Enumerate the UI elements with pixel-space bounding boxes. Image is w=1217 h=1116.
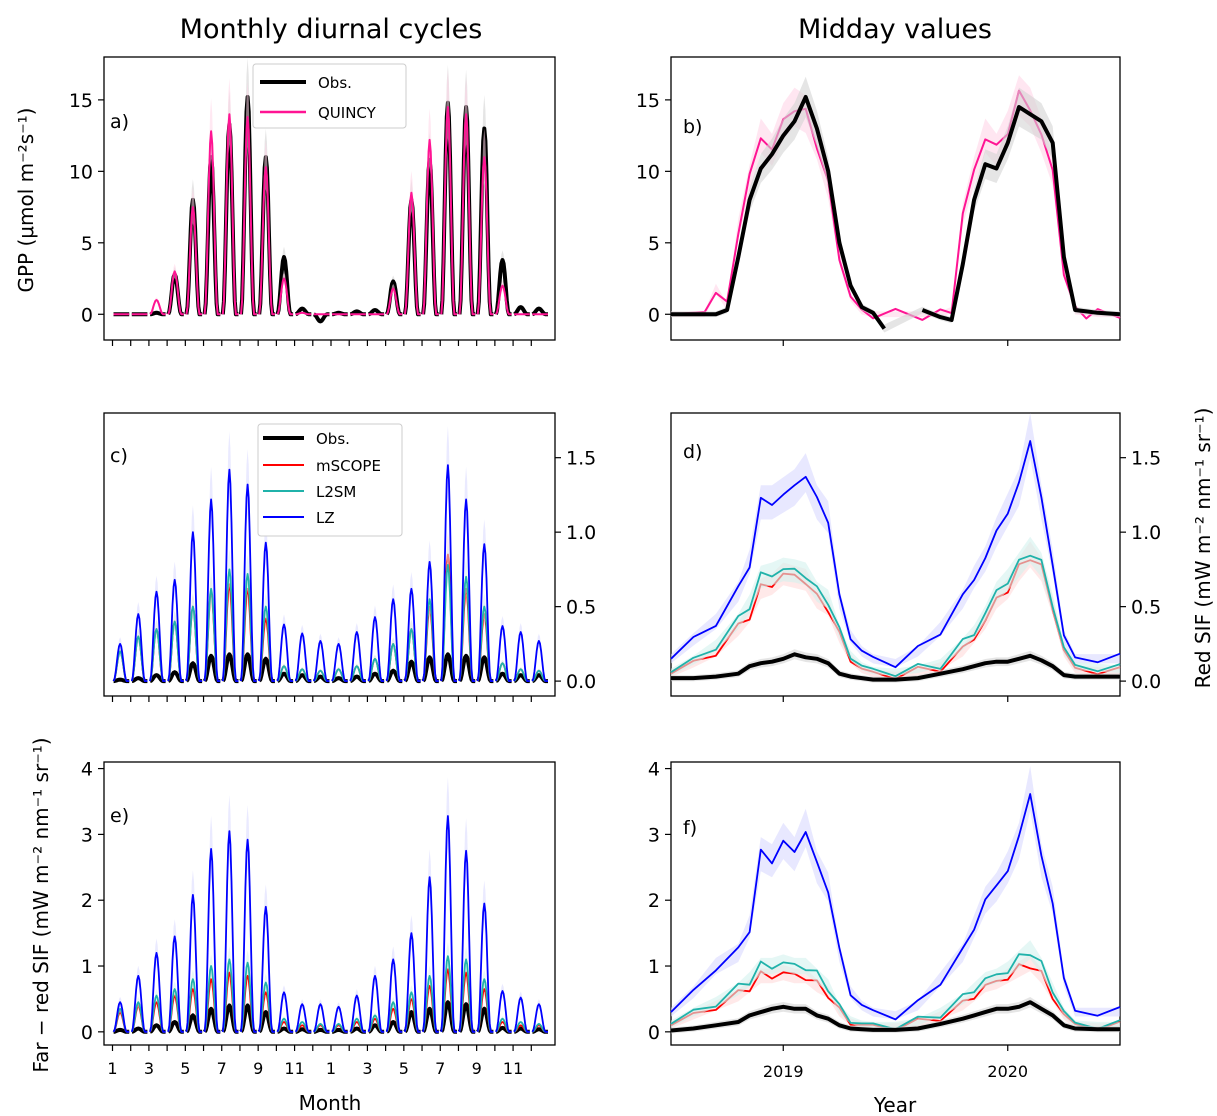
ytick-label-d-1: 0.5 xyxy=(1131,597,1161,619)
ytick-label-b-0: 0 xyxy=(648,304,660,326)
series-e-lz xyxy=(112,815,548,1033)
xtick-label-e-6: 1 xyxy=(326,1059,336,1078)
ytick-label-f-0: 0 xyxy=(648,1022,660,1044)
series-a-quincy xyxy=(113,106,548,316)
axes-frame-d xyxy=(670,412,1121,697)
ytick-label-d-0: 0.0 xyxy=(1131,671,1161,693)
ytick-label-b-3: 15 xyxy=(636,90,660,112)
panel-label-e: e) xyxy=(110,805,129,827)
panel-label-d: d) xyxy=(683,441,702,463)
series-a-obs xyxy=(112,95,548,324)
band-d-l2sm xyxy=(671,536,1120,676)
xtick-label-e-8: 5 xyxy=(399,1059,409,1078)
panel-label-a: a) xyxy=(110,111,129,133)
axes-frame-c xyxy=(103,412,556,697)
xtick-label-e-9: 7 xyxy=(435,1059,445,1078)
ytick-label-f-1: 1 xyxy=(648,956,660,978)
ytick-label-a-1: 5 xyxy=(81,233,93,255)
legend-obs-label: Obs. xyxy=(318,74,352,92)
panel-label-c: c) xyxy=(110,445,128,467)
panel-b-gpp-midday: 0 5 10 15 xyxy=(636,56,1121,346)
axes-frame-b xyxy=(670,56,1121,341)
ytick-label-b-1: 5 xyxy=(648,233,660,255)
band-b-obs xyxy=(671,76,1120,333)
series-b-quincy xyxy=(670,89,1121,321)
xlabel-month: Month xyxy=(299,1091,362,1115)
xtick-label-e-3: 7 xyxy=(217,1059,227,1078)
series-e-l2sm xyxy=(112,955,548,1033)
col-title-right: Midday values xyxy=(798,14,992,45)
legend-l2sm-label: L2SM xyxy=(316,483,356,501)
legend-mid-box xyxy=(257,423,403,537)
ytick-label-e-4: 4 xyxy=(81,759,93,781)
ytick-label-a-3: 15 xyxy=(69,90,93,112)
xtick-label-e-5: 11 xyxy=(284,1059,304,1078)
legend-mid: Obs. mSCOPE L2SM LZ xyxy=(257,423,403,537)
ylabel-far-red-sif: Far − red SIF (mW m⁻² nm⁻¹ sr⁻¹) xyxy=(29,737,53,1072)
series-b-obs xyxy=(671,95,1121,330)
xtick-label-e-0: 1 xyxy=(107,1059,117,1078)
xtick-label-e-2: 5 xyxy=(180,1059,190,1078)
axes-frame-e xyxy=(103,761,556,1046)
band-f-lz xyxy=(671,766,1120,1020)
series-e-obs xyxy=(112,1000,548,1034)
xtick-label-e-11: 11 xyxy=(503,1059,523,1078)
xtick-label-e-10: 9 xyxy=(472,1059,482,1078)
series-f-lz xyxy=(670,793,1121,1021)
series-f-obs xyxy=(670,1000,1120,1033)
ytick-label-a-2: 10 xyxy=(69,161,93,183)
panel-label-f: f) xyxy=(683,817,697,839)
ytick-label-e-0: 0 xyxy=(81,1022,93,1044)
series-d-l2sm xyxy=(670,554,1121,678)
col-title-left: Monthly diurnal cycles xyxy=(180,14,483,45)
ytick-label-f-4: 4 xyxy=(648,759,660,781)
legend-quincy-label: QUINCY xyxy=(318,104,377,122)
ytick-label-c-2: 1.0 xyxy=(566,522,596,544)
series-c-obs xyxy=(112,652,548,684)
ytick-label-d-3: 1.5 xyxy=(1131,448,1161,470)
ylabel-red-sif: Red SIF (mW m⁻² nm⁻¹ sr⁻¹) xyxy=(1191,408,1215,689)
series-f-l2sm xyxy=(670,953,1121,1031)
xtick-label-e-4: 9 xyxy=(253,1059,263,1078)
xlabel-year: Year xyxy=(873,1093,917,1116)
band-b-quincy xyxy=(671,75,1120,318)
xtick-label-e-7: 3 xyxy=(362,1059,372,1078)
xtick-label-f-0: 2019 xyxy=(763,1062,804,1081)
panel-a-gpp-diurnal: 0 5 10 15 xyxy=(69,56,556,346)
axes-frame-a xyxy=(103,56,556,341)
xtick-label-e-1: 3 xyxy=(144,1059,154,1078)
ytick-label-b-2: 10 xyxy=(636,161,660,183)
ytick-label-f-2: 2 xyxy=(648,890,660,912)
panel-label-b: b) xyxy=(683,116,702,138)
legend-top: Obs. QUINCY xyxy=(252,63,407,129)
band-a-quincy xyxy=(113,69,546,315)
axes-frame-f xyxy=(670,761,1121,1046)
ytick-label-e-2: 2 xyxy=(81,890,93,912)
panel-d-red-sif-midday: 0.0 0.5 1.0 1.5 xyxy=(670,412,1161,702)
legend-mscope-label: mSCOPE xyxy=(316,457,381,475)
ytick-label-a-0: 0 xyxy=(81,304,93,326)
series-c-l2sm xyxy=(112,564,548,682)
ytick-label-e-1: 1 xyxy=(81,956,93,978)
legend-mid-obs-label: Obs. xyxy=(316,430,350,448)
series-d-obs xyxy=(671,652,1120,682)
ytick-label-d-2: 1.0 xyxy=(1131,522,1161,544)
xtick-label-f-1: 2020 xyxy=(987,1062,1028,1081)
series-d-lz xyxy=(670,440,1121,669)
ylabel-gpp: GPP (μmol m⁻²s⁻¹) xyxy=(14,108,38,293)
ytick-label-c-0: 0.0 xyxy=(566,671,596,693)
ytick-label-f-3: 3 xyxy=(648,824,660,846)
ytick-label-e-3: 3 xyxy=(81,824,93,846)
panel-c-red-sif-diurnal: 0.0 0.5 1.0 1.5 xyxy=(103,412,596,702)
legend-lz-label: LZ xyxy=(316,509,335,527)
panel-f-far-red-sif-midday: 0 1 2 3 4 2019 2020 xyxy=(648,759,1121,1081)
ytick-label-c-3: 1.5 xyxy=(566,448,596,470)
ytick-label-c-1: 0.5 xyxy=(566,597,596,619)
series-c-lz xyxy=(112,464,548,682)
